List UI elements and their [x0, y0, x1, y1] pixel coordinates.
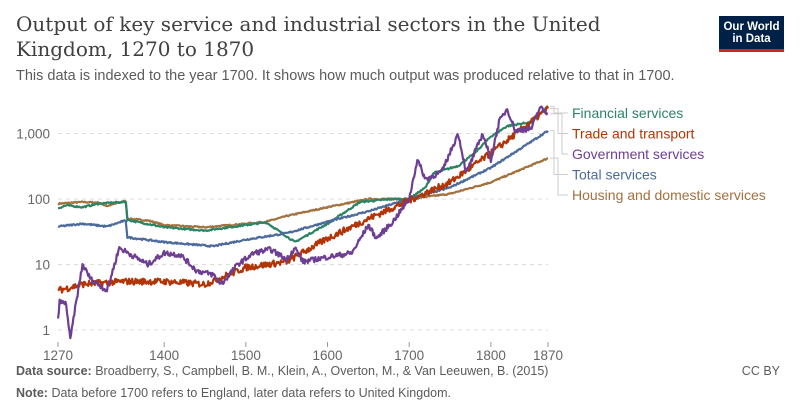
legend-connector — [550, 157, 568, 196]
owid-logo[interactable]: Our World in Data — [719, 16, 784, 52]
note: Note: Data before 1700 refers to England… — [16, 386, 451, 400]
x-tick-label: 1700 — [394, 348, 424, 363]
legend-label: Total services — [572, 167, 657, 183]
logo-line-1: Our World — [723, 21, 780, 33]
license[interactable]: CC BY — [741, 364, 780, 378]
x-tick-label: 1600 — [312, 348, 342, 363]
legend-connector — [550, 108, 568, 134]
legend-label: Housing and domestic services — [572, 187, 766, 203]
source-label: Data source: — [16, 364, 92, 378]
y-tick-label: 10 — [35, 258, 50, 273]
note-text: Data before 1700 refers to England, late… — [51, 386, 451, 400]
series-line-financial-services — [57, 105, 549, 243]
logo-line-2: in Data — [732, 33, 771, 45]
x-tick-label: 1800 — [476, 348, 506, 363]
legend-label: Financial services — [572, 105, 683, 121]
y-tick-label: 100 — [27, 192, 50, 207]
chart-subtitle: This data is indexed to the year 1700. I… — [16, 68, 675, 84]
x-tick-label: 1870 — [533, 348, 563, 363]
legend-connector — [550, 130, 568, 175]
legend-connector — [550, 105, 568, 114]
x-tick-label: 1270 — [43, 348, 73, 363]
series-line-total-services — [57, 130, 549, 248]
legend-connector — [550, 113, 568, 155]
data-source: Data source: Broadberry, S., Campbell, B… — [16, 364, 548, 378]
series-line-trade-and-transport — [57, 105, 550, 294]
y-tick-label: 1 — [42, 323, 50, 338]
legend-label: Trade and transport — [572, 126, 695, 142]
note-label: Note: — [16, 386, 48, 400]
series-line-government-services — [56, 105, 549, 340]
chart-title: Output of key service and industrial sec… — [16, 12, 601, 61]
legend-label: Government services — [572, 146, 704, 162]
y-tick-label: 1,000 — [16, 127, 50, 142]
x-tick-label: 1500 — [231, 348, 261, 363]
series-line-housing-and-domestic-services — [57, 157, 549, 229]
x-tick-label: 1400 — [149, 348, 179, 363]
source-text[interactable]: Broadberry, S., Campbell, B. M., Klein, … — [95, 364, 549, 378]
